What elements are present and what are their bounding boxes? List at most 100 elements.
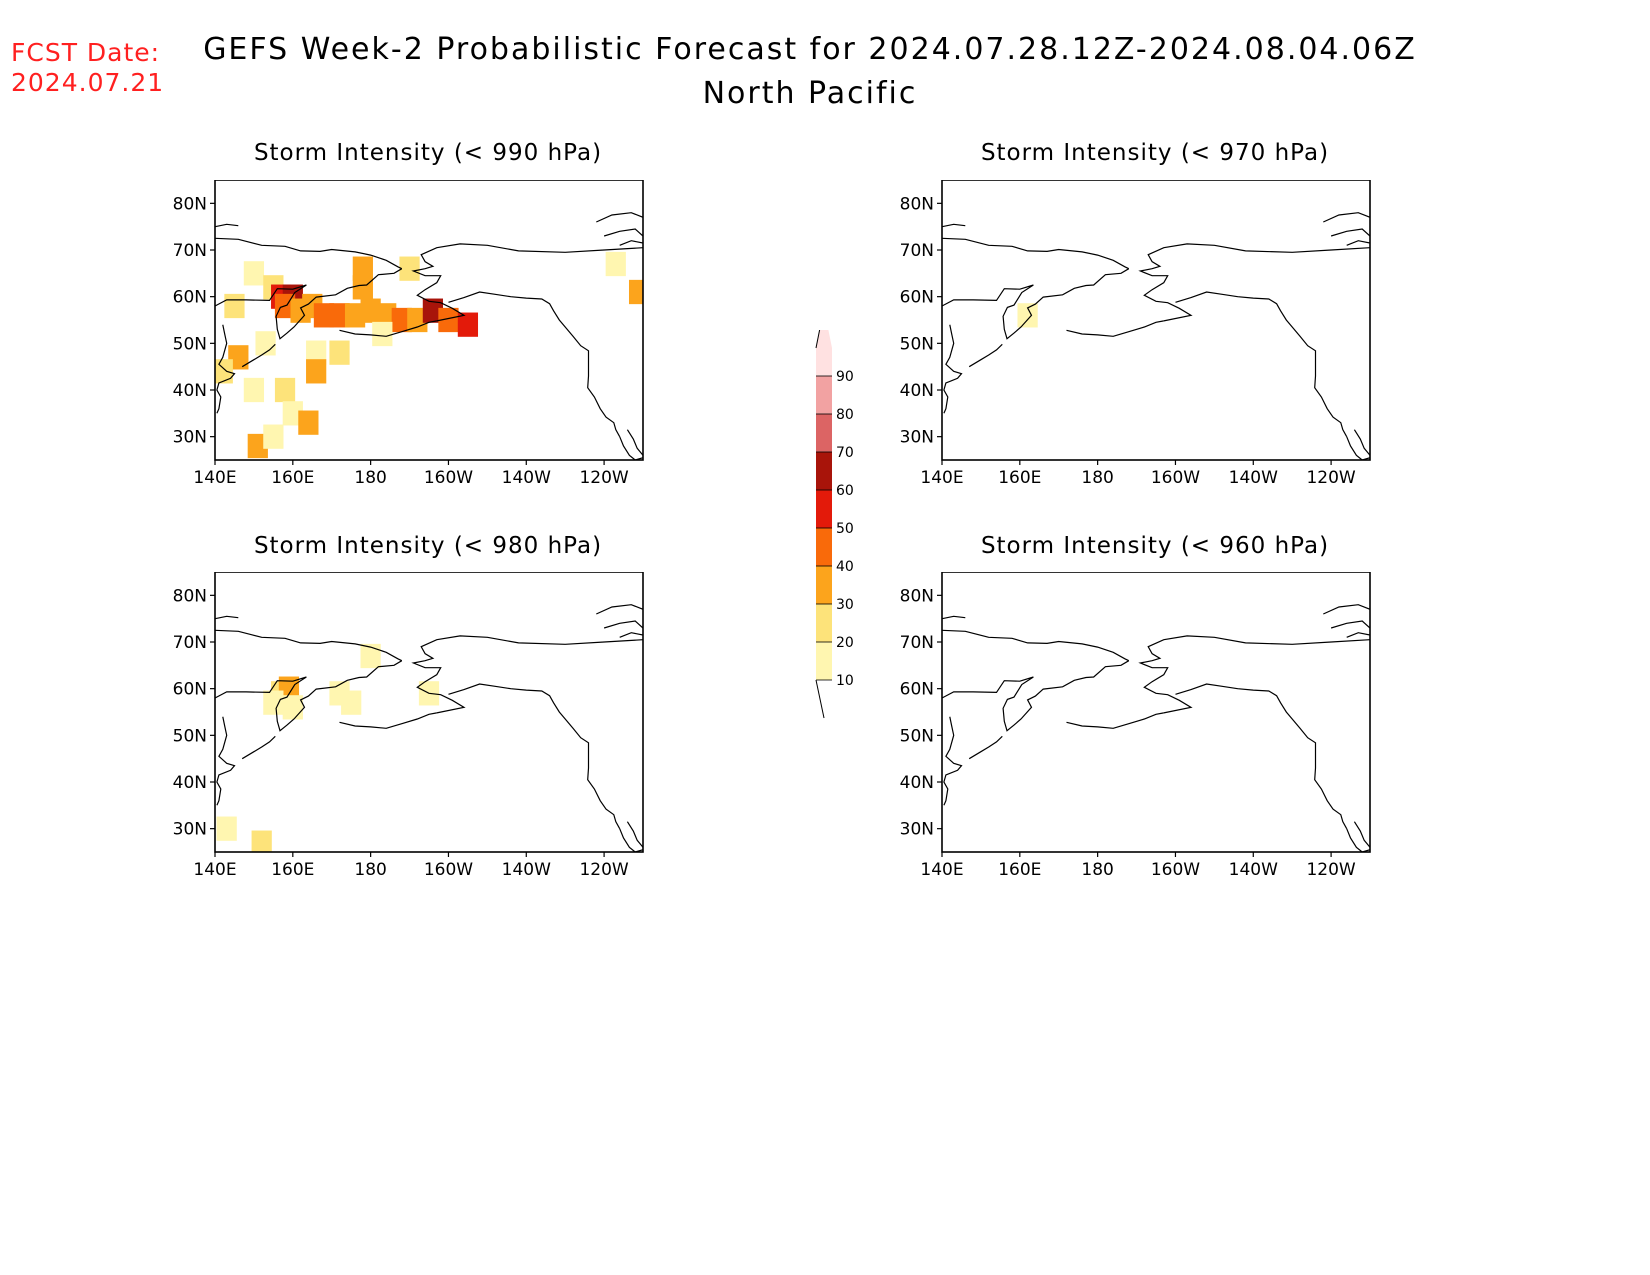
probability-cell: [391, 307, 412, 333]
lon-label: 120W: [579, 468, 628, 488]
probability-cell: [243, 261, 265, 286]
coastline: [942, 615, 966, 620]
probability-cell: [628, 279, 643, 305]
probability-cell: [360, 298, 381, 323]
coastline: [619, 436, 643, 460]
coastline: [339, 712, 437, 729]
probability-cell: [243, 377, 265, 403]
colorbar-swatch: [816, 642, 832, 680]
lon-label: 160W: [424, 860, 473, 880]
lat-label: 50N: [173, 334, 207, 354]
lon-label: 160E: [998, 860, 1041, 880]
colorbar-swatch: [816, 414, 832, 452]
coastline: [1353, 429, 1370, 456]
map-970: 80N 70N 60N 50N 40N 30N 140E 160E 180 160W 140W 120…: [900, 179, 1371, 488]
coastline: [215, 629, 403, 662]
lat-label: 40N: [173, 381, 207, 401]
probability-cell: [263, 424, 284, 449]
coastline: [1066, 712, 1164, 729]
lat-label: 60N: [900, 288, 934, 308]
coastline: [215, 660, 403, 732]
lat-label: 70N: [900, 633, 934, 653]
map-960: 80N 70N 60N 50N 40N 30N 140E 160E 180 160W 140W 120…: [900, 571, 1371, 880]
lon-label: 140W: [502, 860, 551, 880]
probability-cell: [605, 251, 626, 277]
lat-label: 80N: [900, 586, 934, 606]
coastline: [1330, 228, 1370, 237]
map-panel-980: 80N 70N 60N 50N 40N 30N 140E 160E 180 160W 140W 120…: [165, 571, 685, 906]
colorbar-swatch: [816, 566, 832, 604]
probability-shading: [216, 643, 440, 852]
lon-label: 140W: [502, 468, 551, 488]
coastline: [215, 268, 403, 340]
map-980: 80N 70N 60N 50N 40N 30N 140E 160E 180 160W 140W 120…: [173, 571, 644, 880]
coastline: [942, 237, 1130, 270]
colorbar-lower-end: [815, 679, 825, 719]
coastline: [942, 660, 1130, 732]
coastline: [448, 683, 621, 829]
coastline: [1138, 635, 1370, 714]
probability-cell: [282, 401, 303, 426]
lon-label: 160E: [271, 860, 314, 880]
page-title: GEFS Week-2 Probabilistic Forecast for 2…: [203, 32, 1417, 67]
lat-label: 70N: [900, 241, 934, 261]
forecast-date-value: 2024.07.21: [11, 68, 165, 97]
probability-cell: [298, 410, 319, 435]
coastline: [942, 268, 1130, 340]
panel-title-970: Storm Intensity (< 970 hPa): [980, 140, 1330, 166]
lon-label: 180: [354, 468, 386, 488]
lat-label: 50N: [900, 726, 934, 746]
probability-cell: [247, 433, 268, 459]
lon-label: 140E: [193, 860, 236, 880]
lon-label: 140W: [1229, 860, 1278, 880]
probability-shading: [215, 251, 643, 459]
coastline: [411, 243, 643, 322]
lat-label: 80N: [900, 194, 934, 214]
lat-label: 50N: [900, 334, 934, 354]
lon-label: 160E: [998, 468, 1041, 488]
coastline: [1346, 240, 1370, 246]
probability-cell: [438, 307, 459, 333]
coastlines: [215, 212, 643, 460]
lat-label: 60N: [900, 680, 934, 700]
lat-label: 30N: [173, 820, 207, 840]
colorbar-label: 70: [836, 445, 854, 461]
colorbar-label: 30: [836, 597, 854, 613]
coastline: [216, 324, 236, 414]
forecast-date-label: FCST Date:: [11, 38, 161, 67]
lon-label: 120W: [579, 860, 628, 880]
lon-label: 140E: [920, 468, 963, 488]
lat-label: 70N: [173, 633, 207, 653]
colorbar-swatch: [816, 528, 832, 566]
probability-cell: [372, 321, 393, 347]
lon-label: 180: [1081, 860, 1113, 880]
coastline: [619, 632, 643, 638]
coastline: [943, 716, 963, 806]
probability-cell: [329, 303, 350, 328]
lon-label: 140E: [193, 468, 236, 488]
colorbar-label: 20: [836, 635, 854, 651]
colorbar-swatch: [816, 490, 832, 528]
coastline: [411, 635, 643, 714]
coastline: [1175, 683, 1348, 829]
coastline: [626, 429, 643, 456]
coastlines: [215, 604, 643, 852]
probability-cell: [360, 643, 381, 669]
lat-label: 40N: [173, 773, 207, 793]
lon-label: 140W: [1229, 468, 1278, 488]
lon-label: 120W: [1306, 468, 1355, 488]
coastline: [968, 735, 1003, 760]
map-panel-970: 80N 70N 60N 50N 40N 30N 140E 160E 180 160W 140W 120…: [892, 179, 1412, 514]
probability-colorbar: 10 20 30 40 50 60 70 80 90: [800, 307, 860, 734]
colorbar-label: 90: [836, 369, 854, 385]
probability-cell: [344, 303, 366, 328]
colorbar-swatch: [816, 604, 832, 642]
probability-shading: [1017, 303, 1038, 328]
colorbar-swatch: [816, 308, 832, 376]
colorbar-label: 40: [836, 559, 854, 575]
probability-cell: [399, 256, 420, 281]
probability-cell: [313, 303, 335, 328]
lon-label: 140E: [920, 860, 963, 880]
coastline: [619, 828, 643, 852]
coastline: [1138, 243, 1370, 322]
